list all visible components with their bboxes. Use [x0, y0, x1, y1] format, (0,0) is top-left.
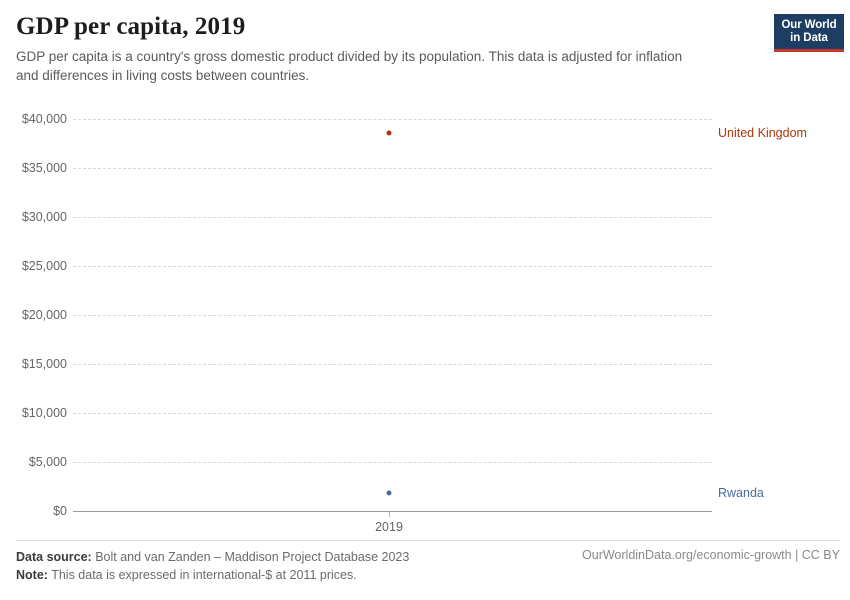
y-axis-tick-label: $35,000	[21, 161, 67, 175]
gridline	[73, 413, 712, 414]
data-point[interactable]	[386, 130, 392, 136]
note-value: This data is expressed in international-…	[47, 568, 357, 582]
gridline	[73, 315, 712, 316]
x-axis-tick-label: 2019	[375, 520, 403, 534]
gridline	[73, 168, 712, 169]
gridline	[73, 119, 712, 120]
note-line: Note: This data is expressed in internat…	[16, 566, 409, 584]
y-axis-tick-label: $0	[53, 504, 67, 518]
gridline	[73, 462, 712, 463]
chart-plot-area: $0 $5,000 $10,000 $15,000 $20,000 $25,000 $30,…	[0, 96, 850, 536]
y-axis-tick-label: $30,000	[21, 210, 67, 224]
series-label[interactable]: Rwanda	[718, 485, 764, 500]
chart-footer: Data source: Bolt and van Zanden – Maddi…	[16, 540, 840, 590]
gridline	[73, 217, 712, 218]
data-source-label: Data source:	[16, 550, 92, 564]
note-label: Note:	[16, 568, 48, 582]
attribution-link[interactable]: OurWorldinData.org/economic-growth | CC …	[582, 548, 840, 562]
y-axis-tick-label: $20,000	[21, 308, 67, 322]
y-axis-tick-label: $40,000	[21, 112, 67, 126]
chart-header: GDP per capita, 2019 GDP per capita is a…	[16, 12, 716, 85]
data-point[interactable]	[386, 490, 392, 496]
y-axis-tick-label: $5,000	[28, 455, 67, 469]
chart-subtitle: GDP per capita is a country's gross dome…	[16, 49, 683, 83]
logo-line-2: in Data	[790, 32, 828, 44]
series-label[interactable]: United Kingdom	[718, 125, 807, 140]
data-source-line: Data source: Bolt and van Zanden – Maddi…	[16, 548, 409, 566]
y-axis-tick-label: $15,000	[21, 357, 67, 371]
x-axis-tick	[389, 512, 390, 517]
y-axis-tick-label: $10,000	[21, 406, 67, 420]
logo-line-1: Our World	[781, 19, 837, 31]
footer-source-block: Data source: Bolt and van Zanden – Maddi…	[16, 548, 409, 584]
gridline	[73, 266, 712, 267]
page-title: GDP per capita, 2019	[16, 13, 246, 40]
x-axis-line	[73, 511, 712, 512]
our-world-in-data-logo[interactable]: Our World in Data	[774, 14, 844, 52]
gridline	[73, 364, 712, 365]
data-source-value: Bolt and van Zanden – Maddison Project D…	[91, 550, 410, 564]
y-axis-tick-label: $25,000	[21, 259, 67, 273]
